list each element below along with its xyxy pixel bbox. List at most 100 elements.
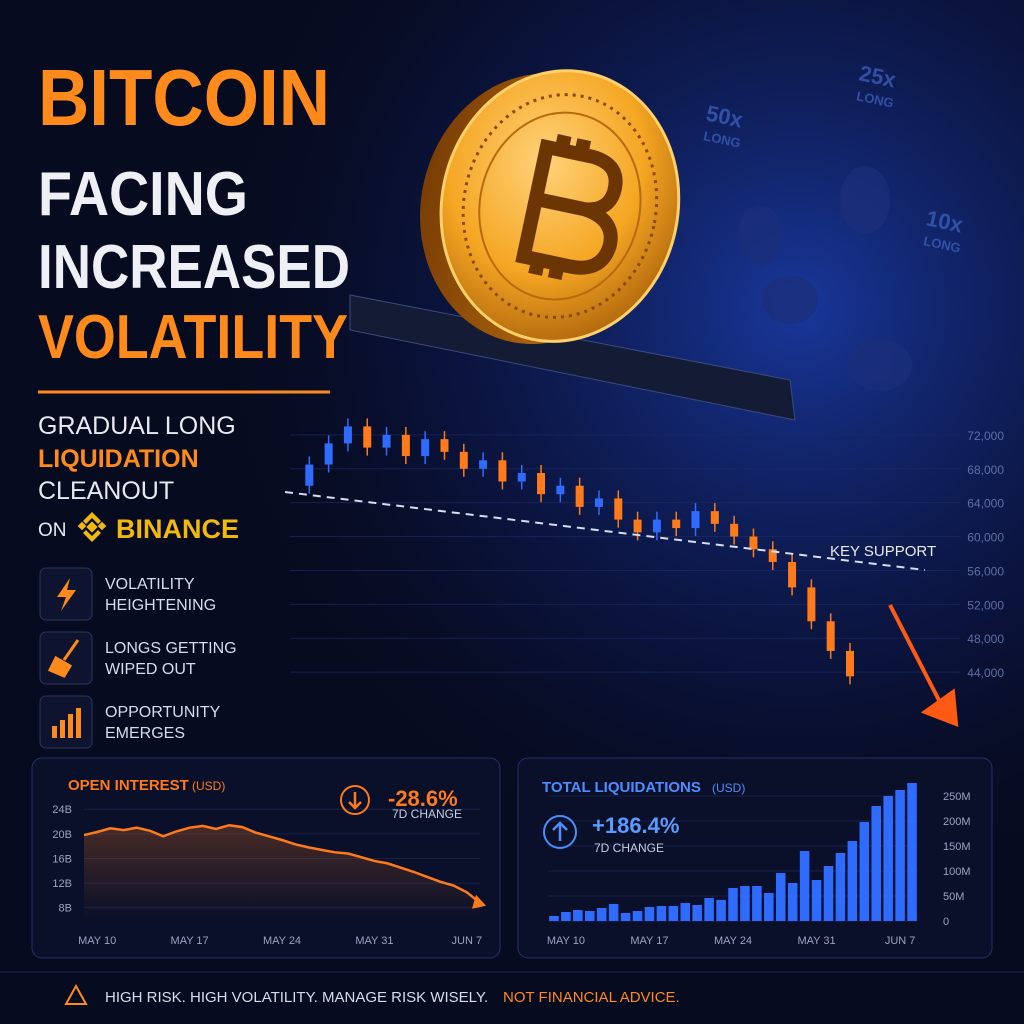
- feature-text: HEIGHTENING: [105, 597, 216, 614]
- bar: [859, 822, 870, 921]
- candle: [575, 485, 584, 507]
- candle: [710, 511, 719, 524]
- warning-icon: [64, 983, 88, 1005]
- x-tick-label: MAY 31: [355, 935, 393, 947]
- candle: [652, 519, 661, 533]
- y-tick-label: 8B: [59, 903, 72, 915]
- footer-warning: HIGH RISK. HIGH VOLATILITY. MANAGE RISK …: [105, 989, 488, 1006]
- bar: [632, 911, 643, 921]
- icon-box: [39, 695, 93, 749]
- panel-unit: (USD): [712, 781, 745, 795]
- bar: [799, 851, 810, 921]
- bar: [811, 880, 822, 921]
- candle: [730, 523, 739, 537]
- growth-icon: [52, 708, 81, 738]
- candle: [556, 485, 565, 495]
- open-interest-chart: 8B 12B 16B 20B 24B MAY 10 MAY 17 MAY 24 MAY 31 JU…: [52, 777, 486, 947]
- bar: [561, 912, 571, 921]
- candle: [807, 587, 816, 622]
- x-tick-label: MAY 24: [714, 935, 752, 947]
- coin-symbol: [515, 134, 623, 281]
- candle: [846, 650, 854, 677]
- x-tick-label: MAY 24: [263, 935, 301, 947]
- change-arrow: [348, 792, 362, 810]
- feature-text: LONGS GETTING: [105, 640, 237, 657]
- coin-ring: [461, 93, 659, 319]
- coin-ring: [478, 111, 642, 301]
- x-tick-label: JUN 7: [885, 935, 916, 947]
- candle: [382, 434, 391, 448]
- y-tick-label: 12B: [52, 878, 72, 890]
- candle: [614, 498, 623, 520]
- bitcoin-coin: [420, 69, 681, 344]
- y-tick-label: 60,000: [967, 531, 1004, 545]
- candle: [537, 473, 546, 495]
- bar: [752, 886, 762, 921]
- icon-bar: [60, 720, 65, 738]
- candle: [672, 519, 681, 529]
- y-tick-label: 68,000: [967, 463, 1004, 477]
- icon-bar: [68, 714, 73, 738]
- line: [83, 823, 481, 904]
- x-tick-label: MAY 10: [78, 935, 116, 947]
- change-value: -28.6%: [388, 786, 458, 811]
- candle: [788, 561, 797, 588]
- figure: [848, 339, 912, 391]
- title-line: FACING: [38, 160, 248, 229]
- area: [84, 825, 480, 920]
- candle: [440, 439, 449, 452]
- y-tick-label: 200M: [943, 816, 971, 828]
- bar: [680, 903, 691, 921]
- bar: [620, 913, 631, 921]
- bar: [656, 906, 667, 921]
- bar: [740, 886, 750, 921]
- bar: [704, 898, 714, 921]
- candle: [479, 460, 488, 469]
- candle: [691, 511, 700, 529]
- change-caption: 7D CHANGE: [392, 807, 462, 821]
- feature-text: EMERGES: [105, 725, 185, 742]
- bar: [644, 907, 655, 921]
- broom-icon: [47, 639, 80, 678]
- subtitle-line: GRADUAL LONG: [38, 412, 236, 440]
- figure: [762, 276, 818, 324]
- feature-icons: [39, 567, 93, 749]
- bar: [585, 911, 595, 921]
- y-tick-label: 50M: [943, 891, 964, 903]
- bar: [775, 873, 786, 921]
- y-tick-label: 44,000: [967, 666, 1004, 680]
- line-arrowhead: [472, 894, 486, 909]
- y-tick-label: 250M: [943, 791, 971, 803]
- key-support-line: [284, 491, 926, 571]
- y-tick-label: 16B: [52, 853, 72, 865]
- candle: [768, 549, 777, 562]
- candle: [343, 426, 352, 444]
- icon-bar: [76, 708, 81, 738]
- subtitle-line: CLEANOUT: [38, 477, 174, 505]
- candle: [594, 498, 603, 507]
- candle: [498, 460, 507, 482]
- candle: [459, 451, 468, 469]
- y-tick-label: 150M: [943, 841, 971, 853]
- panel-title: TOTAL LIQUIDATIONS: [542, 779, 701, 796]
- bar: [883, 796, 893, 921]
- y-tick-label: 20B: [52, 829, 72, 841]
- candle: [517, 473, 526, 482]
- feature-text: WIPED OUT: [105, 661, 196, 678]
- bar: [787, 883, 798, 921]
- footer-disclaimer: NOT FINANCIAL ADVICE.: [503, 989, 680, 1006]
- subtitle-on: ON: [38, 520, 67, 541]
- candle: [826, 621, 835, 651]
- falling-figures: [738, 166, 912, 391]
- change-value: +186.4%: [592, 813, 679, 838]
- y-tick-label: 24B: [52, 804, 72, 816]
- panel-title: OPEN INTEREST: [68, 777, 189, 794]
- y-tick-label: 72,000: [967, 429, 1004, 443]
- feature-list: VOLATILITY HEIGHTENING LONGS GETTING WIPED …: [105, 576, 237, 742]
- bar: [608, 904, 619, 921]
- bar: [907, 783, 917, 921]
- logo-part: [83, 512, 101, 542]
- bar: [835, 853, 846, 921]
